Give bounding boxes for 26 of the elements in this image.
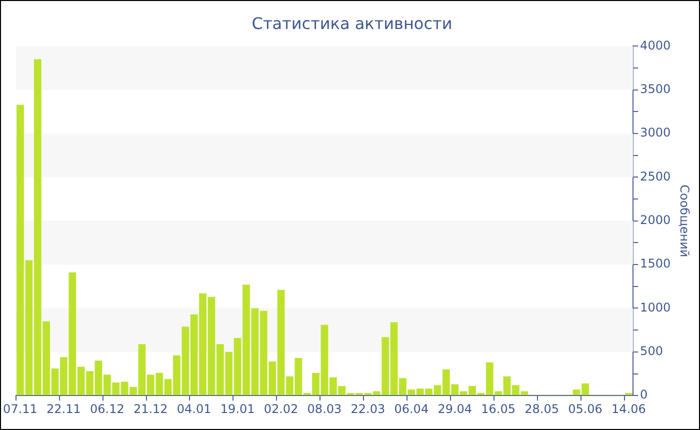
x-tick-label: 07.11 (3, 402, 38, 416)
y-tick-label: 0 (640, 388, 648, 402)
y-tick-label: 2000 (640, 213, 671, 228)
y-tick-label: 1000 (640, 300, 671, 314)
y-tick-label: 500 (640, 344, 663, 358)
x-tick-label: 08.03 (307, 402, 342, 416)
x-tick-label: 21.12 (133, 402, 168, 416)
chart-title: Статистика активности (252, 14, 452, 33)
x-tick-label: 22.03 (350, 402, 386, 416)
x-tick-label: 28.05 (524, 402, 559, 416)
y-tick-label: 1500 (640, 256, 671, 271)
x-tick-label: 16.05 (481, 402, 516, 416)
x-tick-label: 19.01 (220, 402, 255, 416)
x-tick-label: 22.11 (46, 402, 81, 416)
x-tick-label: 04.01 (176, 402, 212, 416)
x-tick-label: 02.02 (264, 402, 298, 416)
y-tick-label: 2500 (640, 169, 671, 184)
x-tick-label: 06.04 (394, 402, 429, 416)
y-tick-label: 3500 (640, 82, 671, 96)
y-axis-title: Сообщений (678, 184, 692, 258)
y-tick-label: 4000 (640, 38, 671, 52)
x-tick-label: 29.04 (438, 402, 472, 416)
x-tick-label: 14.06 (612, 402, 646, 416)
x-tick-label: 05.06 (568, 402, 602, 416)
y-tick-label: 3000 (640, 126, 671, 140)
x-tick-label: 06.12 (90, 402, 124, 416)
